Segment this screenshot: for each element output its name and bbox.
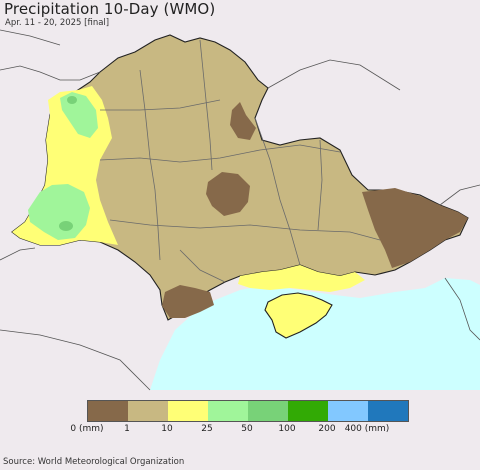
northern-dry-patch xyxy=(230,102,256,140)
southern-yellow-band xyxy=(238,265,365,292)
legend-label-100: 100 xyxy=(278,424,296,434)
legend-swatch-6 xyxy=(328,401,368,421)
legend-swatch-1 xyxy=(128,401,168,421)
legend-swatch-2 xyxy=(168,401,208,421)
map-title: Precipitation 10-Day (WMO) xyxy=(4,0,216,18)
legend-label-200: 200 xyxy=(318,424,336,434)
western-green-zone-south xyxy=(28,184,90,240)
western-green-zone-north xyxy=(60,92,98,138)
oblast-borders xyxy=(99,39,381,283)
black-sea xyxy=(150,278,480,390)
legend-swatch-0 xyxy=(88,401,128,421)
north-darkgreen-spot xyxy=(67,96,77,104)
crimea xyxy=(264,292,333,339)
central-dry-patch xyxy=(206,172,250,216)
neighbour-borders xyxy=(0,29,480,391)
legend-swatch-5 xyxy=(288,401,328,421)
legend-labels: 0 (mm) 1 10 25 50 100 200 400 (mm) xyxy=(70,424,447,436)
southwest-dry-patch xyxy=(162,285,214,318)
legend-label-1: 1 xyxy=(124,424,130,434)
legend-label-25: 25 xyxy=(201,424,213,434)
legend-label-0: 0 (mm) xyxy=(70,424,104,434)
legend-swatch-3 xyxy=(208,401,248,421)
legend-label-400: 400 (mm) xyxy=(344,424,390,434)
legend-swatches xyxy=(87,400,409,422)
legend-swatch-7 xyxy=(368,401,408,421)
source-credit: Source: World Meteorological Organizatio… xyxy=(3,457,185,467)
legend-label-10: 10 xyxy=(161,424,173,434)
eastern-dry-patch xyxy=(362,188,468,268)
western-darkgreen-spot xyxy=(59,221,73,231)
legend-label-50: 50 xyxy=(241,424,253,434)
legend: 0 (mm) 1 10 25 50 100 200 400 (mm) xyxy=(70,400,409,434)
legend-swatch-4 xyxy=(248,401,288,421)
map-subtitle: Apr. 11 - 20, 2025 [final] xyxy=(5,18,110,28)
